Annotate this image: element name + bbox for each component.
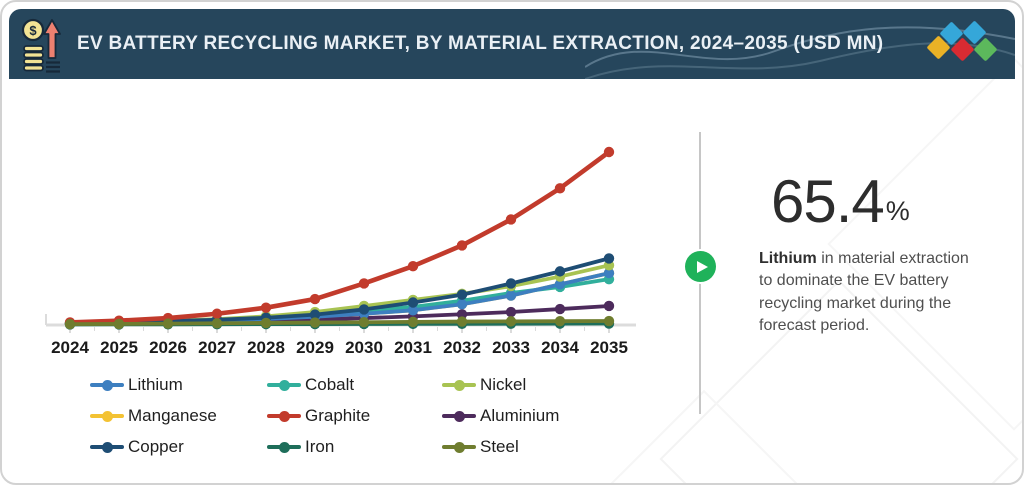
x-axis-label: 2028 <box>247 338 285 357</box>
stat-number: 65.4 <box>771 168 885 235</box>
series-line-graphite <box>67 149 612 325</box>
legend-label: Lithium <box>128 375 183 394</box>
legend-marker-icon <box>90 441 124 453</box>
data-point-graphite <box>505 214 517 225</box>
x-axis-label: 2024 <box>51 338 89 357</box>
legend-marker-icon <box>267 441 301 453</box>
data-point-copper <box>554 266 566 277</box>
data-point-steel <box>505 316 517 327</box>
legend-label: Copper <box>128 437 184 456</box>
legend-item-graphite: Graphite <box>267 405 442 427</box>
legend-item-iron: Iron <box>267 436 442 458</box>
data-point-copper <box>407 297 419 308</box>
data-point-steel <box>162 318 174 329</box>
x-axis-label: 2030 <box>345 338 383 357</box>
legend-marker-icon <box>442 410 476 422</box>
data-point-graphite <box>260 302 272 313</box>
data-point-steel <box>407 316 419 328</box>
stat-panel: 65.4 % Lithium in material extraction to… <box>759 172 975 338</box>
up-arrow-icon <box>43 19 61 73</box>
x-axis-label: 2026 <box>149 338 187 357</box>
stat-highlight: Lithium <box>759 250 817 267</box>
legend-item-aluminium: Aluminium <box>442 405 650 427</box>
x-axis-label: 2033 <box>492 338 530 357</box>
legend-item-cobalt: Cobalt <box>267 374 442 396</box>
data-point-copper <box>505 278 517 289</box>
legend-item-copper: Copper <box>90 436 267 458</box>
data-point-lithium <box>505 290 517 301</box>
legend-label: Nickel <box>480 375 527 394</box>
x-axis-label: 2025 <box>100 338 138 357</box>
stat-description: Lithium in material extraction to domina… <box>759 250 969 335</box>
legend-marker-icon <box>267 410 301 422</box>
legend-item-steel: Steel <box>442 436 650 458</box>
data-point-aluminium <box>456 309 468 320</box>
legend-label: Manganese <box>128 406 217 425</box>
legend-label: Steel <box>480 437 519 456</box>
data-point-steel <box>358 317 370 328</box>
header: $ EV BATTERY RECYCLING MARKET, BY MATERI… <box>9 9 1015 79</box>
x-axis-label: 2035 <box>590 338 628 357</box>
legend-marker-icon <box>267 379 301 391</box>
data-point-graphite <box>358 278 370 289</box>
play-button[interactable] <box>685 251 716 282</box>
data-point-lithium <box>456 299 468 310</box>
legend-marker-icon <box>90 379 124 391</box>
legend-item-nickel: Nickel <box>442 374 650 396</box>
legend-item-manganese: Manganese <box>90 405 267 427</box>
svg-text:$: $ <box>29 23 37 38</box>
legend-marker-icon <box>442 379 476 391</box>
chart-legend: Lithium Cobalt Nickel Manganese Graphite Alum… <box>90 374 650 458</box>
data-point-lithium <box>603 267 615 279</box>
data-point-aluminium <box>554 303 566 315</box>
line-chart: 2024 2025 2026 2027 2028 2029 2030 2031 2032 2033… <box>45 146 636 357</box>
data-point-steel <box>260 317 272 329</box>
data-point-steel <box>64 318 76 330</box>
x-axis-label: 2031 <box>394 338 432 357</box>
data-point-steel <box>211 318 223 329</box>
legend-label: Cobalt <box>305 375 355 394</box>
legend-marker-icon <box>442 441 476 453</box>
money-growth-icon: $ <box>21 18 61 73</box>
data-point-graphite <box>456 240 468 251</box>
data-point-copper <box>456 289 468 300</box>
stat-unit: % <box>885 196 910 226</box>
data-point-graphite <box>309 293 321 305</box>
data-point-steel <box>554 315 566 327</box>
data-point-graphite <box>407 260 419 272</box>
data-point-steel <box>603 315 615 327</box>
x-axis-label: 2032 <box>443 338 481 357</box>
data-point-copper <box>358 304 370 315</box>
coin-stack-icon <box>23 45 44 72</box>
data-point-graphite <box>211 308 223 319</box>
data-point-graphite <box>603 146 615 158</box>
series-line-steel <box>68 319 611 327</box>
data-point-steel <box>113 318 125 330</box>
x-axis-label: 2034 <box>541 338 579 357</box>
stat-value: 65.4 % <box>771 172 975 232</box>
data-point-aluminium <box>603 300 615 312</box>
x-axis-label: 2027 <box>198 338 236 357</box>
data-point-graphite <box>554 183 566 194</box>
legend-marker-icon <box>90 410 124 422</box>
data-point-lithium <box>554 279 566 290</box>
series-line-copper <box>68 256 611 326</box>
legend-label: Graphite <box>305 406 371 425</box>
data-point-copper <box>309 309 321 320</box>
play-icon <box>696 260 708 273</box>
legend-label: Iron <box>305 437 335 456</box>
data-point-aluminium <box>505 306 517 318</box>
data-point-lithium <box>407 305 419 316</box>
legend-item-lithium: Lithium <box>90 374 267 396</box>
data-point-steel <box>456 316 468 327</box>
x-axis-label: 2029 <box>296 338 334 357</box>
data-point-steel <box>309 317 321 328</box>
page-title: EV BATTERY RECYCLING MARKET, BY MATERIAL… <box>77 33 884 54</box>
legend-label: Aluminium <box>480 406 560 425</box>
data-point-copper <box>603 253 615 264</box>
